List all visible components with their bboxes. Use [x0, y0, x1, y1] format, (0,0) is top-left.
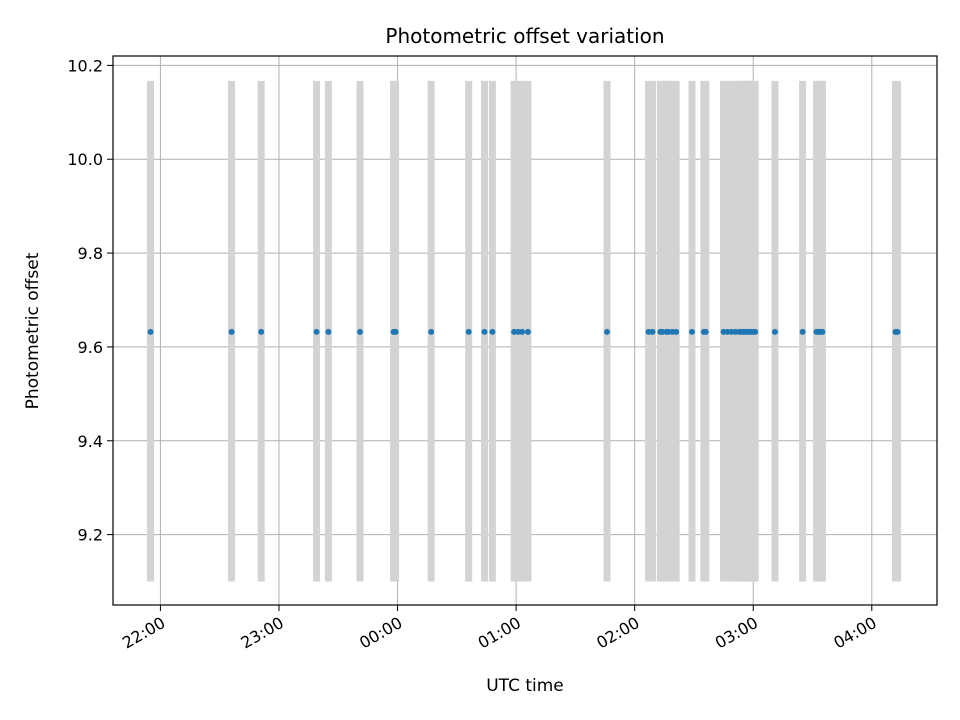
data-point [894, 328, 901, 335]
data-points [147, 328, 901, 335]
data-point [147, 328, 154, 335]
data-point [604, 328, 611, 335]
x-axis-label: UTC time [486, 676, 564, 696]
chart-title: Photometric offset variation [385, 24, 664, 48]
y-tick-label: 9.4 [78, 432, 103, 451]
data-point [649, 328, 656, 335]
y-tick-label: 10.2 [67, 56, 103, 75]
data-point [258, 328, 265, 335]
plot-frame [112, 55, 938, 606]
data-point [688, 328, 695, 335]
data-point [313, 328, 320, 335]
data-point [673, 328, 680, 335]
data-point [702, 328, 709, 335]
y-axis-label: Photometric offset [23, 252, 43, 409]
data-point [428, 328, 435, 335]
y-tick-label: 9.8 [78, 244, 103, 263]
data-point [392, 328, 399, 335]
data-point [524, 328, 531, 335]
y-tick-label: 10.0 [67, 150, 103, 169]
data-point [325, 328, 332, 335]
data-point [228, 328, 235, 335]
data-point [357, 328, 364, 335]
y-tick-label: 9.6 [78, 338, 103, 357]
data-point [799, 328, 806, 335]
data-point [489, 328, 496, 335]
data-point [465, 328, 472, 335]
data-point [519, 328, 526, 335]
data-point [481, 328, 488, 335]
data-point [752, 328, 759, 335]
data-point [819, 328, 826, 335]
data-point [771, 328, 778, 335]
y-tick-label: 9.2 [78, 526, 103, 545]
y-axis: 9.2 9.4 9.6 9.8 10.0 10.2 [67, 56, 113, 545]
